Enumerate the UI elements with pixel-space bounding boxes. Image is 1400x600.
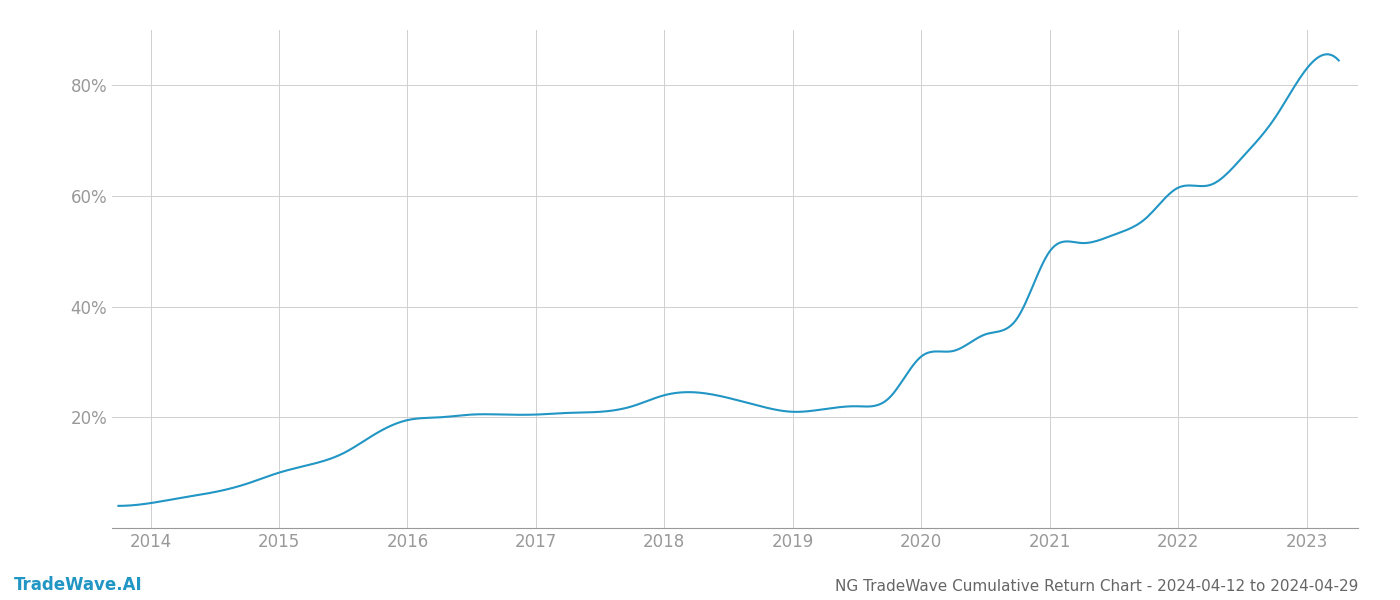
Text: NG TradeWave Cumulative Return Chart - 2024-04-12 to 2024-04-29: NG TradeWave Cumulative Return Chart - 2… <box>834 579 1358 594</box>
Text: TradeWave.AI: TradeWave.AI <box>14 576 143 594</box>
